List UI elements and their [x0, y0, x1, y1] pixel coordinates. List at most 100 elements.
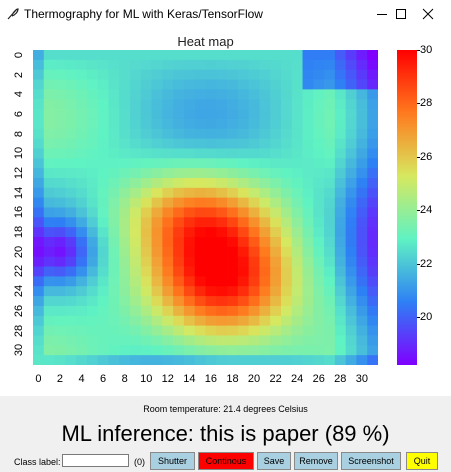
heatmap-cell — [227, 148, 239, 159]
heatmap-cell — [345, 296, 357, 307]
heatmap-cell — [324, 305, 336, 317]
heatmap-cell — [345, 89, 357, 100]
heatmap-cell — [334, 59, 347, 71]
heatmap-cell — [108, 197, 120, 208]
heatmap-cell — [54, 158, 66, 169]
heatmap-cell — [33, 266, 45, 277]
heatmap-cell — [140, 305, 152, 317]
close-button[interactable] — [405, 0, 451, 28]
heatmap-cell — [205, 69, 217, 80]
heatmap-cell — [194, 227, 206, 238]
quit-button[interactable]: Quit — [406, 452, 438, 470]
class-label-input[interactable] — [62, 454, 129, 467]
heatmap-cell — [108, 315, 120, 327]
heatmap-cell — [313, 305, 325, 317]
heatmap-cell — [216, 276, 228, 287]
heatmap-cell — [280, 227, 293, 238]
heatmap-cell — [302, 217, 314, 228]
heatmap-cell — [356, 325, 368, 336]
heatmap-cell — [313, 99, 325, 110]
heatmap-cell — [237, 168, 250, 179]
screenshot-button[interactable]: Screenshot — [341, 452, 401, 470]
heatmap-cell — [65, 246, 77, 258]
heatmap-cell — [270, 59, 282, 71]
heatmap-cell — [248, 345, 260, 356]
heatmap-cell — [313, 158, 325, 169]
heatmap-cell — [119, 118, 131, 130]
heatmap-cell — [97, 207, 109, 218]
heatmap-cell — [33, 246, 45, 258]
heatmap-cell — [259, 168, 271, 179]
heatmap-cell — [270, 227, 282, 238]
heatmap-cell — [367, 187, 378, 199]
heatmap-cell — [33, 158, 45, 169]
heatmap-cell — [367, 197, 378, 208]
heatmap-cell — [194, 237, 206, 248]
heatmap-cell — [162, 355, 174, 365]
heatmap-cell — [216, 79, 228, 90]
heatmap-cell — [270, 197, 282, 208]
heatmap-cell — [324, 256, 336, 267]
heatmap-cell — [356, 246, 368, 258]
heatmap-cell — [302, 276, 314, 287]
minimize-button[interactable] — [359, 0, 405, 28]
heatmap-cell — [248, 315, 260, 327]
heatmap-cell — [367, 69, 378, 80]
heatmap-cell — [33, 128, 45, 139]
heatmap-cell — [356, 207, 368, 218]
heatmap-cell — [259, 276, 271, 287]
continuous-button[interactable]: Continous — [198, 452, 254, 470]
heatmap-cell — [76, 325, 88, 336]
heatmap-cell — [324, 286, 336, 297]
heatmap-cell — [334, 109, 347, 120]
y-tick-label: 22 — [13, 265, 25, 278]
heatmap-cell — [140, 128, 152, 139]
heatmap-cell — [367, 296, 378, 307]
heatmap-cell — [119, 50, 131, 61]
heatmap-cell — [151, 148, 163, 159]
shutter-button[interactable]: Shutter — [150, 452, 195, 470]
heatmap-cell — [183, 345, 196, 356]
heatmap-cell — [280, 286, 293, 297]
heatmap-cell — [54, 315, 66, 327]
heatmap-cell — [216, 207, 228, 218]
heatmap-cell — [76, 59, 88, 71]
heatmap-cell — [313, 256, 325, 267]
heatmap-cell — [86, 50, 99, 61]
x-tick-label: 2 — [56, 373, 64, 385]
heatmap-cell — [86, 79, 99, 90]
heatmap-cell — [43, 197, 55, 208]
heatmap-cell — [248, 168, 260, 179]
heatmap-cell — [86, 286, 99, 297]
heatmap-cell — [291, 207, 303, 218]
heatmap-grid — [33, 50, 378, 365]
heatmap-cell — [76, 345, 88, 356]
heatmap-cell — [259, 148, 271, 159]
heatmap-cell — [194, 355, 206, 365]
heatmap-cell — [173, 138, 185, 149]
heatmap-cell — [216, 148, 228, 159]
heatmap-cell — [345, 286, 357, 297]
heatmap-cell — [291, 177, 303, 189]
heatmap-cell — [43, 89, 55, 100]
heatmap-cell — [227, 276, 239, 287]
save-button[interactable]: Save — [257, 452, 291, 470]
heatmap-cell — [259, 50, 271, 61]
heatmap-cell — [108, 345, 120, 356]
remove-button[interactable]: Remove — [294, 452, 338, 470]
heatmap-cell — [248, 118, 260, 130]
heatmap-cell — [334, 158, 347, 169]
heatmap-cell — [86, 266, 99, 277]
heatmap-cell — [345, 99, 357, 110]
heatmap-cell — [216, 335, 228, 346]
maximize-button[interactable] — [378, 0, 424, 28]
heatmap-cell — [162, 158, 174, 169]
heatmap-cell — [216, 158, 228, 169]
heatmap-cell — [43, 345, 55, 356]
heatmap-cell — [270, 118, 282, 130]
heatmap-cell — [356, 276, 368, 287]
heatmap-cell — [119, 227, 131, 238]
heatmap-cell — [65, 50, 77, 61]
heatmap-cell — [33, 217, 45, 228]
y-tick-label: 20 — [13, 245, 25, 258]
